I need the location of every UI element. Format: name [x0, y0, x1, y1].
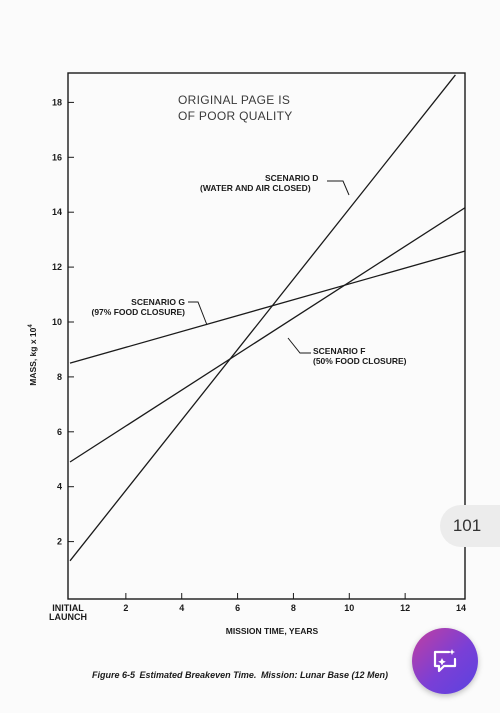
figure-caption: Figure 6-5 Estimated Breakeven Time. Mis… — [92, 670, 390, 680]
annotation-layer: SCENARIO D (WATER AND AIR CLOSED) SCENARIO… — [91, 173, 406, 366]
y-tick-label-18: 18 — [52, 97, 62, 107]
y-tick-label-6: 6 — [57, 427, 62, 437]
caption-title: Estimated Breakeven Time. — [139, 670, 257, 680]
x-tick-label-10: 10 — [344, 603, 354, 613]
series-leader-d — [327, 180, 350, 196]
caption-mission: Mission: Lunar Base (12 Men) — [260, 670, 388, 680]
x-tick-label-0: INITIAL LAUNCH — [49, 603, 87, 622]
stamp-line-2: OF POOR QUALITY — [178, 109, 293, 123]
series-leader-g — [188, 301, 208, 326]
series-line-g — [69, 250, 465, 364]
y-tick-label-10: 10 — [52, 317, 62, 327]
series-line-d — [69, 74, 456, 562]
series-layer — [69, 74, 465, 562]
y-axis-title-text: MASS, kg x 10 — [28, 327, 38, 385]
y-tick-label-16: 16 — [52, 152, 62, 162]
y-tick-label-8: 8 — [57, 372, 62, 382]
x-tick-label-6: 6 — [235, 603, 240, 613]
y-tick-label-12: 12 — [52, 262, 62, 272]
caption-figure: Figure 6-5 — [92, 670, 136, 680]
ticks-layer: 2 4 6 8 10 12 14 16 18 INITIAL LAUNCH 2 4 6 8 10 12 14 — [49, 97, 466, 622]
series-line-f — [69, 206, 465, 463]
chat-sparkle-icon — [433, 649, 457, 673]
svg-text:MASS, kg x 104: MASS, kg x 104 — [28, 324, 38, 386]
x-tick-label-4: 4 — [179, 603, 184, 613]
x-tick-label-8: 8 — [291, 603, 296, 613]
y-tick-label-2: 2 — [57, 537, 62, 547]
series-label-f: SCENARIO F (50% FOOD CLOSURE) — [313, 346, 407, 366]
series-label-d: SCENARIO D (WATER AND AIR CLOSED) — [200, 173, 318, 193]
page-number-badge: 101 — [440, 505, 500, 547]
x-tick-label-12: 12 — [400, 603, 410, 613]
y-axis-title: MASS, kg x 104 — [28, 324, 38, 386]
chat-sparkle-button[interactable] — [412, 628, 478, 694]
x-axis-title: MISSION TIME, YEARS — [226, 626, 319, 636]
y-axis-title-exponent: 4 — [28, 324, 34, 328]
plot-frame — [67, 72, 466, 600]
x-tick-label-14: 14 — [456, 603, 466, 613]
stamp-line-1: ORIGINAL PAGE IS — [178, 93, 290, 107]
y-tick-label-4: 4 — [57, 482, 62, 492]
series-leader-f — [287, 337, 311, 354]
series-label-g: SCENARIO G (97% FOOD CLOSURE) — [91, 297, 185, 317]
x-tick-label-2: 2 — [123, 603, 128, 613]
y-tick-label-14: 14 — [52, 207, 62, 217]
